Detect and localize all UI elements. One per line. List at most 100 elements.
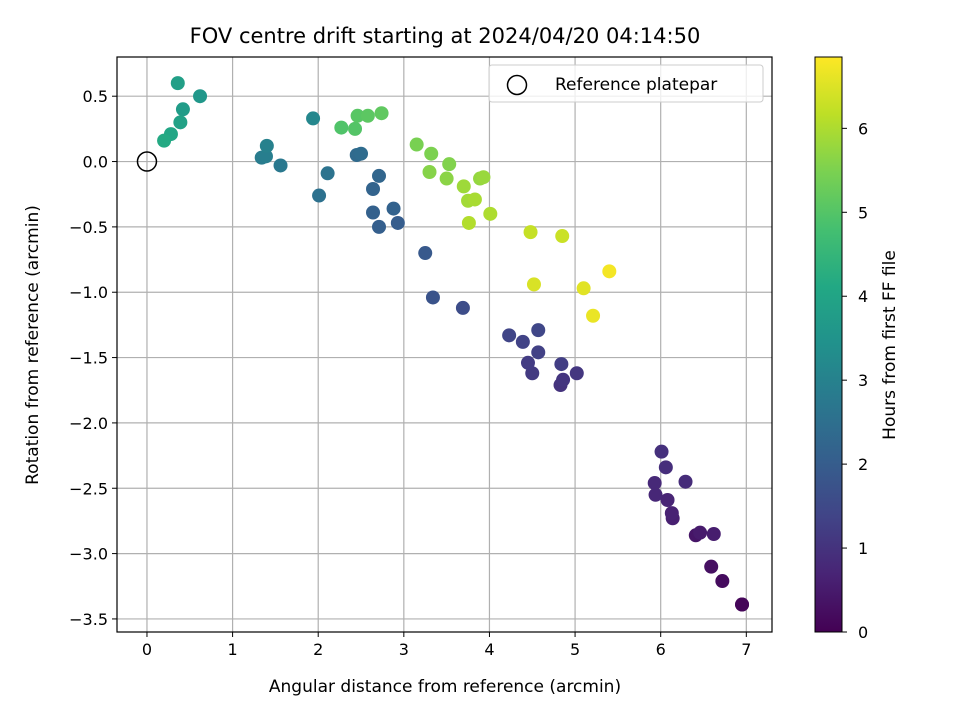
- x-tick-label: 1: [227, 640, 237, 659]
- data-point: [706, 526, 721, 541]
- data-point: [531, 345, 546, 360]
- data-point: [366, 205, 381, 220]
- x-tick-label: 4: [484, 640, 494, 659]
- data-point: [425, 290, 440, 305]
- data-point: [386, 201, 401, 216]
- y-tick-label: −1.5: [69, 349, 108, 368]
- colorbar-ticks: 0 1 2 3 4 5 6: [842, 119, 868, 642]
- data-point: [360, 108, 375, 123]
- data-point: [476, 170, 491, 185]
- data-point: [576, 281, 591, 296]
- data-point: [664, 506, 679, 521]
- legend-box: [488, 64, 764, 103]
- data-point: [366, 181, 381, 196]
- data-point: [502, 328, 517, 343]
- data-point: [461, 215, 476, 230]
- legend: Reference platepar: [488, 64, 764, 103]
- data-point: [439, 171, 454, 186]
- data-point: [660, 493, 675, 508]
- data-point: [320, 166, 335, 181]
- data-point: [157, 133, 172, 148]
- data-point: [555, 229, 570, 244]
- data-point: [259, 138, 274, 153]
- data-point: [170, 76, 185, 91]
- data-point: [523, 225, 538, 240]
- x-tick-label: 0: [142, 640, 152, 659]
- data-point: [556, 372, 571, 387]
- data-point: [515, 334, 530, 349]
- data-point: [483, 206, 498, 221]
- data-point: [258, 149, 273, 164]
- y-tick-label: −1.0: [69, 283, 108, 302]
- y-axis-label: Rotation from reference (arcmin): [23, 205, 43, 485]
- data-point: [456, 179, 471, 194]
- data-point: [520, 355, 535, 370]
- data-point: [418, 246, 433, 261]
- data-point: [602, 264, 617, 279]
- colorbar-tick-label: 0: [858, 623, 868, 642]
- x-axis-ticks: 0 1 2 3 4 5 6 7: [142, 632, 751, 659]
- y-tick-label: −2.5: [69, 479, 108, 498]
- x-tick-label: 6: [656, 640, 666, 659]
- colorbar-tick-label: 5: [858, 203, 868, 222]
- y-axis-ticks: −3.5 −3.0 −2.5 −2.0 −1.5 −1.0 −0.5 0.0 0.5: [69, 87, 117, 629]
- data-point: [424, 146, 439, 161]
- data-point: [306, 111, 321, 126]
- data-point: [658, 460, 673, 475]
- colorbar-tick-label: 4: [858, 287, 868, 306]
- y-tick-label: 0.5: [83, 87, 108, 106]
- data-point: [648, 487, 663, 502]
- y-tick-label: −3.5: [69, 610, 108, 629]
- data-point: [193, 89, 208, 104]
- data-point: [350, 108, 365, 123]
- data-point: [175, 102, 190, 117]
- colorbar-label: Hours from first FF file: [880, 250, 900, 440]
- x-tick-label: 2: [313, 640, 323, 659]
- data-point: [526, 277, 541, 292]
- x-tick-label: 7: [741, 640, 751, 659]
- reference-marker: [136, 151, 158, 172]
- y-tick-label: −0.5: [69, 218, 108, 237]
- grid: [117, 57, 772, 632]
- data-point: [409, 137, 424, 152]
- data-point: [390, 215, 405, 230]
- data-point: [704, 559, 719, 574]
- colorbar-tick-label: 3: [858, 371, 868, 390]
- data-point: [569, 366, 584, 381]
- colorbar: 0 1 2 3 4 5 6 Hours from first FF file: [814, 56, 900, 642]
- colorbar-tick-label: 1: [858, 539, 868, 558]
- data-point: [372, 219, 386, 234]
- data-point: [348, 121, 363, 136]
- data-point: [678, 474, 693, 489]
- y-tick-label: 0.0: [83, 153, 108, 172]
- data-point: [422, 165, 437, 179]
- data-point: [586, 308, 601, 323]
- data-point: [442, 157, 457, 172]
- data-point: [455, 300, 470, 315]
- data-point: [467, 192, 482, 207]
- data-point: [715, 574, 730, 589]
- chart-title: FOV centre drift starting at 2024/04/20 …: [190, 24, 701, 48]
- colorbar-gradient: [814, 56, 843, 633]
- plot-frame: [116, 56, 773, 633]
- data-point: [693, 525, 708, 540]
- y-tick-label: −2.0: [69, 414, 108, 433]
- data-point: [647, 476, 662, 491]
- data-point: [273, 158, 288, 173]
- colorbar-tick-label: 2: [858, 455, 868, 474]
- legend-marker: [506, 74, 528, 96]
- data-point: [354, 146, 369, 161]
- data-point: [173, 115, 188, 130]
- data-point: [334, 120, 349, 135]
- x-tick-label: 3: [399, 640, 409, 659]
- data-point: [374, 106, 389, 121]
- legend-entry-reference: Reference platepar: [555, 75, 717, 95]
- data-point: [372, 168, 386, 183]
- colorbar-tick-label: 6: [858, 119, 868, 138]
- data-point: [654, 444, 669, 459]
- data-point: [735, 597, 750, 612]
- data-point: [554, 357, 569, 372]
- x-axis-label: Angular distance from reference (arcmin): [269, 677, 621, 697]
- y-tick-label: −3.0: [69, 545, 108, 564]
